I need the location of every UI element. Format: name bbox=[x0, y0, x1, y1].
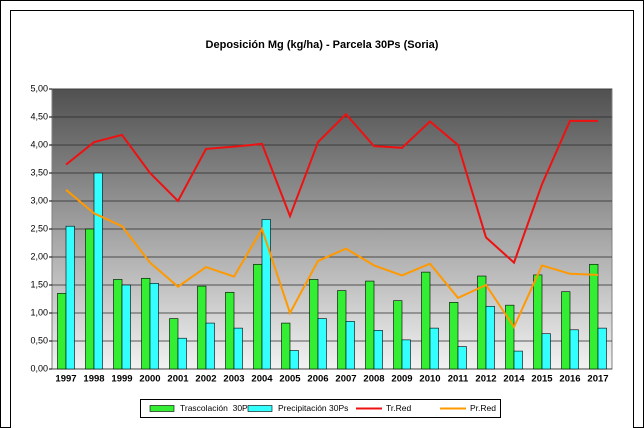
bar bbox=[121, 284, 131, 370]
bar bbox=[589, 263, 599, 370]
x-tick-label: 2010 bbox=[419, 374, 440, 385]
x-tick-label: 1999 bbox=[111, 374, 132, 385]
bar bbox=[505, 304, 515, 370]
x-tick-label: 2002 bbox=[195, 374, 216, 385]
y-tick-label: 4,50 bbox=[30, 111, 48, 121]
line-series bbox=[65, 112, 598, 265]
bar bbox=[569, 329, 579, 370]
x-tick-label: 2011 bbox=[448, 374, 469, 385]
legend-swatch bbox=[247, 405, 273, 412]
y-tick-label: 1,50 bbox=[30, 279, 48, 289]
bar bbox=[113, 279, 123, 370]
y-tick-label: 3,50 bbox=[30, 167, 48, 177]
x-tick-label: 2000 bbox=[139, 374, 160, 385]
x-tick-label: 1997 bbox=[55, 374, 76, 385]
bar bbox=[393, 300, 403, 370]
y-tick-label: 4,00 bbox=[30, 139, 48, 149]
bar bbox=[225, 291, 235, 370]
bar bbox=[93, 172, 103, 370]
x-tick-label: 2017 bbox=[587, 374, 608, 385]
x-tick-label: 2009 bbox=[391, 374, 412, 385]
bar bbox=[541, 333, 551, 370]
bar bbox=[317, 318, 327, 370]
x-tick-label: 2016 bbox=[559, 374, 580, 385]
bar bbox=[65, 225, 75, 370]
y-tick-label: 1,00 bbox=[30, 307, 48, 317]
bar bbox=[253, 263, 263, 370]
y-tick-label: 2,50 bbox=[30, 223, 48, 233]
bar bbox=[533, 274, 543, 370]
bar bbox=[421, 271, 431, 370]
bar bbox=[177, 337, 187, 370]
bar bbox=[169, 318, 179, 370]
x-tick-label: 2014 bbox=[503, 374, 525, 385]
x-tick-label: 2001 bbox=[167, 374, 189, 385]
x-tick-label: 2005 bbox=[279, 374, 301, 385]
legend-box bbox=[140, 399, 501, 418]
bar bbox=[261, 219, 271, 370]
legend-label: Precipitación 30Ps bbox=[278, 403, 348, 413]
chart-title: Deposición Mg (kg/ha) - Parcela 30Ps (So… bbox=[206, 39, 439, 51]
y-tick-label: 0,00 bbox=[30, 363, 48, 373]
line-series bbox=[65, 189, 599, 330]
bar bbox=[149, 283, 159, 370]
bar bbox=[513, 350, 523, 370]
bar bbox=[449, 302, 459, 370]
bar bbox=[289, 350, 299, 370]
legend-label: Tr.Red bbox=[386, 403, 411, 413]
bar bbox=[561, 291, 571, 370]
bar bbox=[85, 228, 95, 370]
bar bbox=[597, 327, 607, 370]
bar bbox=[485, 305, 495, 370]
bar bbox=[337, 290, 347, 370]
bar bbox=[233, 327, 243, 370]
y-tick-label: 5,00 bbox=[30, 83, 48, 93]
legend-label: Trascolación 30Ps bbox=[180, 403, 252, 413]
bar bbox=[457, 346, 467, 370]
legend-label: Pr.Red bbox=[470, 403, 496, 413]
bar bbox=[281, 322, 291, 370]
y-tick-label: 2,00 bbox=[30, 251, 48, 261]
bar bbox=[57, 293, 67, 370]
bar bbox=[401, 339, 411, 370]
bar bbox=[365, 280, 375, 370]
y-tick-label: 3,00 bbox=[30, 195, 48, 205]
x-tick-label: 2015 bbox=[531, 374, 553, 385]
x-tick-label: 2003 bbox=[223, 374, 244, 385]
bar bbox=[429, 327, 439, 370]
bar bbox=[205, 322, 215, 370]
bar bbox=[345, 321, 355, 370]
x-tick-label: 2007 bbox=[335, 374, 356, 385]
x-tick-label: 2006 bbox=[307, 374, 328, 385]
x-tick-label: 2008 bbox=[363, 374, 384, 385]
bar bbox=[373, 330, 383, 370]
bar bbox=[477, 275, 487, 370]
legend-swatch bbox=[149, 405, 175, 412]
x-tick-label: 2012 bbox=[475, 374, 496, 385]
y-tick-label: 0,50 bbox=[30, 335, 48, 345]
x-tick-label: 1998 bbox=[83, 374, 104, 385]
bar bbox=[141, 277, 151, 370]
bar bbox=[309, 279, 319, 370]
x-tick-label: 2004 bbox=[251, 374, 273, 385]
bar bbox=[197, 285, 207, 370]
